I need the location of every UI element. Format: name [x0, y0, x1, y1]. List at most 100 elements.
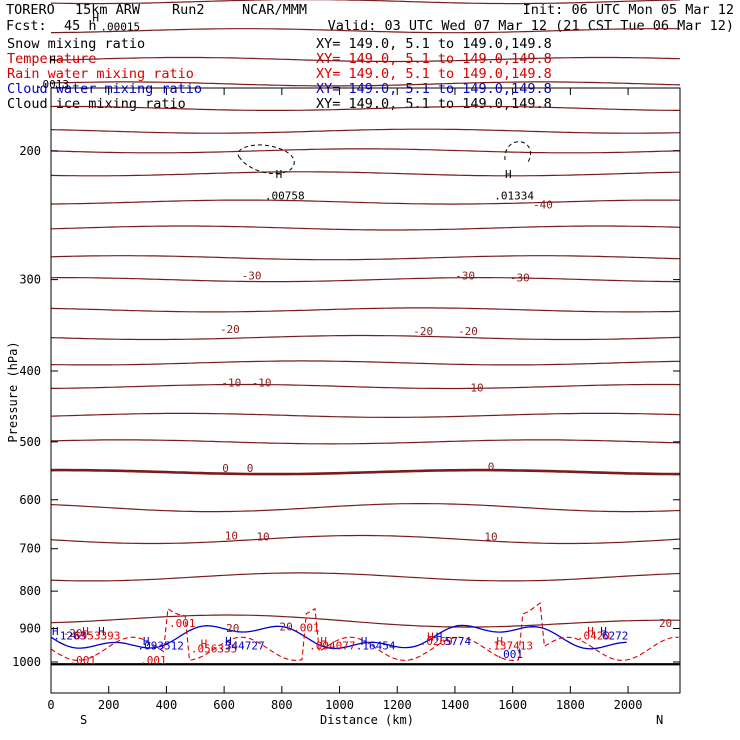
- y-tick-label: 900: [19, 622, 41, 636]
- contour-label: .094077: [309, 640, 355, 653]
- contour-label: H: [98, 625, 105, 638]
- temperature-contours: [50, 0, 681, 628]
- isotherm-188: [50, 128, 681, 134]
- contour-label: 6272: [602, 630, 629, 643]
- x-tick-label: 1800: [556, 698, 585, 712]
- isotherm-125: [50, 0, 681, 5]
- field-rain-name: Rain water mixing ratio: [7, 66, 194, 82]
- field-snow-name: Snow mixing ratio: [7, 36, 146, 52]
- isotherm-200: [50, 148, 681, 154]
- x-tick-label: 2000: [614, 698, 643, 712]
- isotherm-420: [51, 383, 681, 390]
- contour-label: H: [505, 168, 512, 181]
- isotherm-235: [51, 199, 681, 205]
- init-time: Init: 06 UTC Mon 05 Mar 12: [522, 2, 734, 18]
- contour-label: H: [320, 635, 327, 648]
- contour-label: H: [276, 168, 283, 181]
- x-tick-label: 1000: [325, 698, 354, 712]
- isotherm-175: [50, 105, 680, 111]
- x-tick-label: 600: [213, 698, 235, 712]
- field-rain-xy: XY= 149.0, 5.1 to 149.0,149.8: [316, 66, 552, 82]
- contour-label: .00015: [100, 21, 140, 34]
- contour-label: H: [587, 625, 594, 638]
- contour-label: H: [143, 635, 150, 648]
- contour-label: H: [600, 625, 607, 638]
- contour-label: .001: [69, 654, 96, 667]
- field-temperature-name: Temperature: [7, 51, 97, 67]
- contour-label: .001: [497, 648, 524, 661]
- field-snow-xy: XY= 149.0, 5.1 to 149.0,149.8: [316, 36, 552, 52]
- isotherm-300: [50, 277, 680, 283]
- y-tick-label: 700: [19, 542, 41, 556]
- y-tick-label: 400: [19, 364, 41, 378]
- isotherm-360: [50, 334, 681, 341]
- ice-contour-2: [504, 141, 531, 163]
- forecast-hour: 45 h: [64, 18, 97, 34]
- rain-water-contour: [50, 602, 679, 661]
- contour-label: .137413: [487, 640, 533, 653]
- contour-label: -40: [533, 199, 553, 212]
- isotherm-215: [50, 171, 681, 177]
- contour-label: .0420: [577, 630, 610, 643]
- contour-label: 0: [222, 462, 229, 475]
- x-tick-label: 1400: [440, 698, 469, 712]
- isotherm-255: [50, 225, 681, 231]
- valid-time: Valid: 03 UTC Wed 07 Mar 12 (21 CST Tue …: [327, 18, 734, 34]
- y-tick-label: 300: [19, 273, 41, 287]
- contour-label: .344727: [218, 640, 264, 653]
- y-tick-label: 600: [19, 493, 41, 507]
- isotherm-550: [50, 468, 680, 476]
- contour-label: -30: [510, 272, 530, 285]
- contour-label: -30: [455, 270, 475, 283]
- contour-label: -10: [252, 376, 272, 389]
- contour-label: -20: [413, 325, 433, 338]
- north-end-label: N: [656, 713, 664, 727]
- x-axis-label: Distance (km): [320, 713, 414, 727]
- contour-label: 20: [226, 622, 239, 635]
- contour-label: .00758: [265, 189, 305, 202]
- contour-label: 6953393: [74, 630, 120, 643]
- contour-label: -20: [63, 627, 83, 640]
- organization: NCAR/MMM: [242, 2, 308, 18]
- forecast-label: Fcst:: [6, 18, 47, 34]
- model-resolution: 15km ARW: [75, 2, 141, 18]
- y-tick-label: 800: [19, 584, 41, 598]
- isotherm-765: [50, 572, 681, 582]
- ice-contour-1: [237, 144, 295, 174]
- contour-label: .001: [293, 621, 320, 634]
- isotherm-880: [50, 614, 681, 628]
- contour-label: 10: [256, 530, 269, 543]
- contour-label: -20: [220, 323, 240, 336]
- contour-label: .001: [140, 654, 167, 667]
- y-tick-label: 200: [19, 144, 41, 158]
- contour-label: 10: [484, 530, 497, 543]
- contour-label: 0: [488, 460, 495, 473]
- south-end-label: S: [80, 713, 88, 727]
- y-axis-label: Pressure (hPa): [6, 341, 20, 443]
- run-name: Run2: [172, 2, 205, 18]
- contour-label: 0: [247, 462, 254, 475]
- contour-label: 10: [225, 530, 238, 543]
- contour-label: 20: [659, 617, 672, 630]
- contour-label: H: [361, 635, 368, 648]
- contour-label: .093512: [137, 640, 183, 653]
- contour-label: H: [92, 11, 99, 24]
- contour-label: H: [82, 625, 89, 638]
- contour-label: .0269: [420, 635, 453, 648]
- plot-border: [50, 87, 681, 694]
- isotherm-680: [50, 534, 681, 545]
- field-cloudwater-name: Cloud water mixing ratio: [7, 81, 203, 97]
- isotherm-330: [50, 307, 681, 313]
- x-tick-label: 0: [47, 698, 54, 712]
- isotherm-162: [50, 81, 681, 87]
- contour-label: H: [496, 635, 503, 648]
- y-tick-label: 1000: [12, 655, 41, 669]
- contour-label: H: [436, 631, 443, 644]
- cloud-water-contour: [50, 624, 627, 650]
- contour-label: .0013: [36, 78, 69, 91]
- field-temperature-xy: XY= 149.0, 5.1 to 149.0,149.8: [316, 51, 552, 67]
- isotherm-500: [50, 439, 681, 445]
- x-tick-label: 800: [271, 698, 293, 712]
- contour-label: .001: [169, 617, 196, 630]
